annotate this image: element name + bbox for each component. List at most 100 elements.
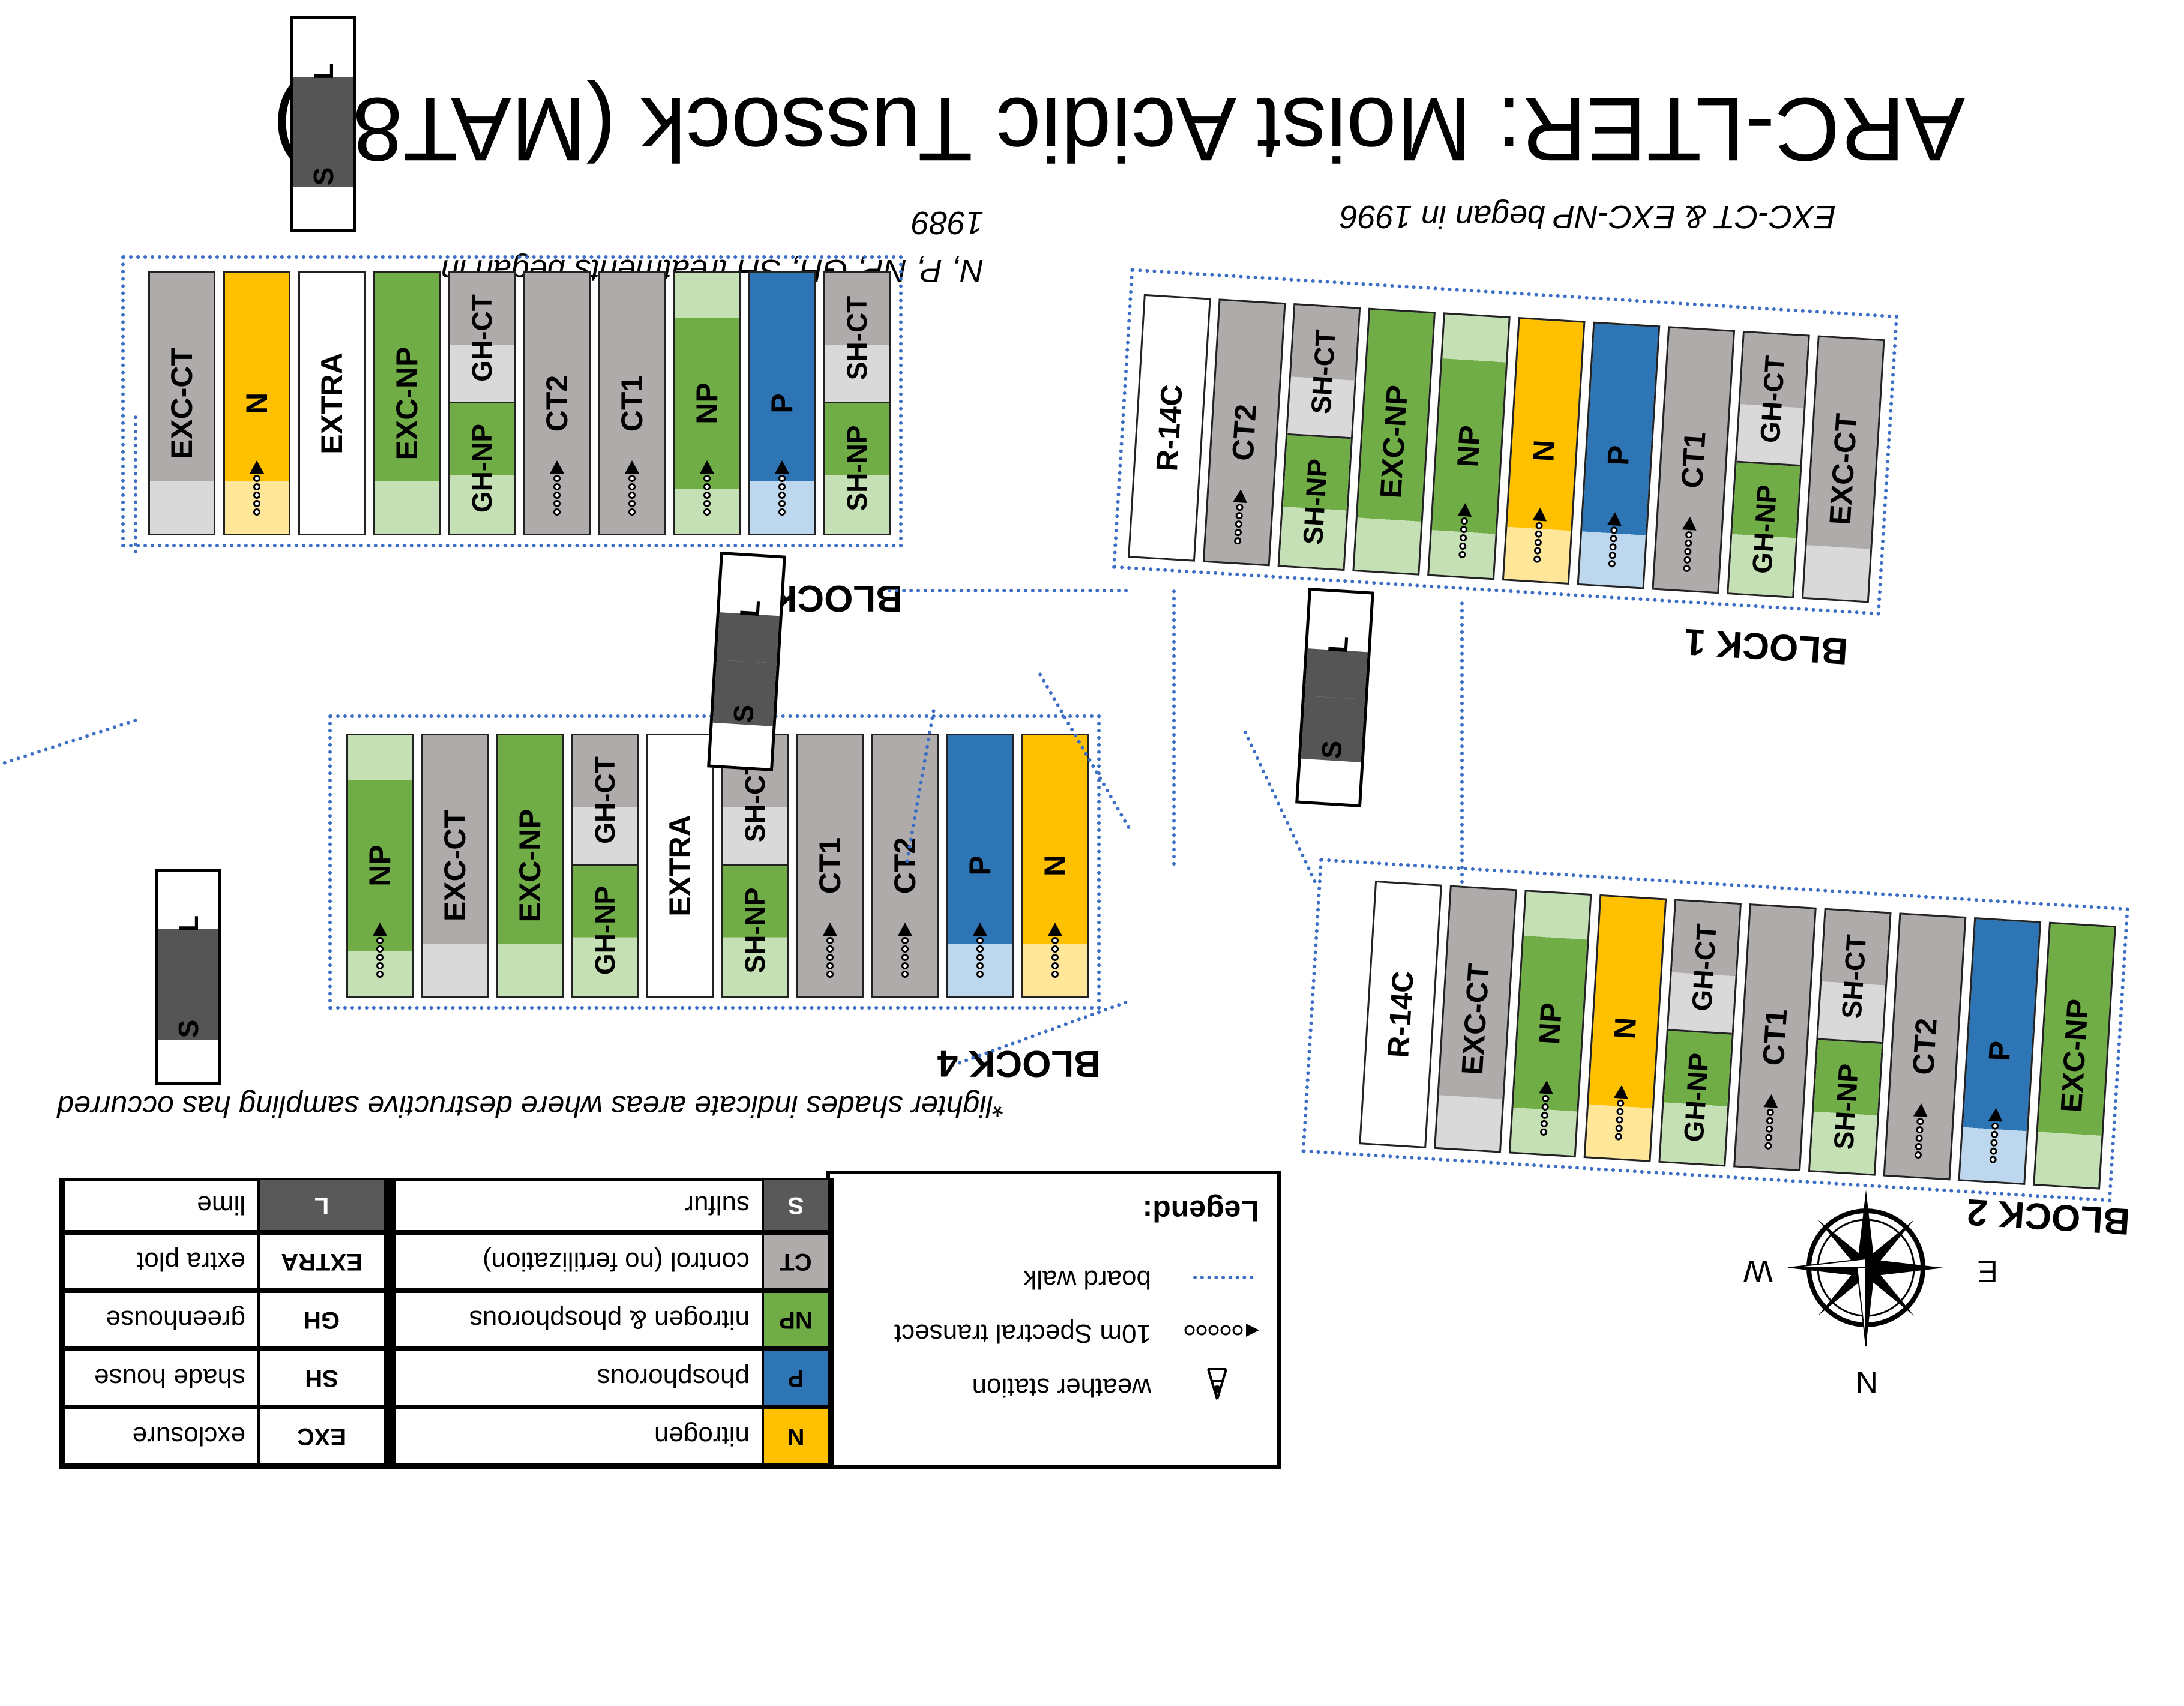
plot-label: NP xyxy=(363,845,397,887)
plot-sh-np-sh-ct: SH-NP SH-CT xyxy=(823,271,891,535)
plot-label: SH-NP xyxy=(739,887,771,974)
legend-row-l: L lime xyxy=(63,1178,386,1232)
sl-label-s: S xyxy=(727,704,760,725)
plot-label: GH-NP xyxy=(1677,1052,1715,1144)
plot-label: EXC-NP xyxy=(513,809,547,923)
plot-label: CT2 xyxy=(1226,403,1263,462)
plot-gh-np-gh-ct: GH-NP GH-CT xyxy=(1658,899,1742,1167)
plot-r-14c: R-14C xyxy=(1128,294,1211,562)
transect-arrow-icon xyxy=(250,460,264,516)
plot-label: CT1 xyxy=(813,837,847,894)
plot-ct1: CT1 xyxy=(598,271,666,535)
transect-arrow-icon xyxy=(1613,1084,1629,1141)
block-1: EXC-CT GH-NP GH-CT CT1 P N NP EXC-NP SH-NP SH-CT C… xyxy=(1112,268,1899,616)
plot-label: GH-CT xyxy=(589,756,621,845)
transect-arrow-icon xyxy=(1175,1321,1259,1339)
legend-code-n: N xyxy=(762,1409,828,1463)
plot-ct2: CT2 xyxy=(1883,912,1967,1181)
legend-row-gh: GH greenhouse xyxy=(63,1291,386,1349)
plot-np: NP xyxy=(673,271,741,535)
sl-label-l: L xyxy=(733,600,766,619)
block-1-label: BLOCK 1 xyxy=(1683,620,1849,672)
transect-arrow-icon xyxy=(373,923,387,978)
plot-p: P xyxy=(748,271,816,535)
legend-row-p: P phosphorous xyxy=(393,1349,830,1407)
plot-n: N xyxy=(223,271,290,535)
plot-label: P xyxy=(1601,444,1636,466)
plot-label: GH-NP xyxy=(1746,484,1783,575)
plot-exc-np: EXC-NP xyxy=(496,734,564,998)
plot-exc-ct: EXC-CT xyxy=(1434,885,1517,1153)
transect-arrow-icon xyxy=(625,460,639,516)
plot-label: EXTRA xyxy=(315,352,349,454)
sl-box-block1-left: S L xyxy=(1295,587,1374,808)
page-title: ARC-LTER: Moist Acidic Tussock (MAT89) xyxy=(272,79,1965,180)
legend-label-p: phosphorous xyxy=(597,1363,750,1393)
legend-label-gh: greenhouse xyxy=(106,1305,245,1335)
plot-ct1: CT1 xyxy=(1652,326,1736,594)
transect-arrow-icon xyxy=(823,923,837,978)
plot-label: GH-CT xyxy=(466,294,498,382)
weather-station-icon xyxy=(1202,1366,1232,1402)
sl-label-l: L xyxy=(1322,636,1355,655)
transect-arrow-icon xyxy=(1763,1094,1779,1150)
note-1996: EXC-CT & EXC-NP began in 1996 xyxy=(1340,199,1836,235)
sl-label-s: S xyxy=(173,1020,204,1038)
plot-label: CT2 xyxy=(888,837,922,894)
plot-label: R-14C xyxy=(1150,383,1189,472)
transect-arrow-icon xyxy=(1988,1108,2003,1164)
plot-label: N xyxy=(1038,854,1072,877)
plot-label: GH-NP xyxy=(589,886,621,975)
plot-label: NP xyxy=(1451,424,1487,468)
legend-code-exc: EXC xyxy=(257,1409,384,1463)
plot-label: NP xyxy=(1532,1001,1569,1046)
plot-exc-ct: EXC-CT xyxy=(148,271,215,535)
plot-label: R-14C xyxy=(1381,970,1420,1059)
legend-label-sh: shade house xyxy=(94,1363,245,1393)
sl-label-l: L xyxy=(173,915,204,933)
plot-r-14c: R-14C xyxy=(1359,880,1442,1148)
plot-label: N xyxy=(240,392,274,415)
plot-np: NP xyxy=(1427,312,1511,580)
plot-ct2: CT2 xyxy=(871,734,939,998)
legend-code-p: P xyxy=(762,1351,828,1405)
compass-west: W xyxy=(1743,1253,1773,1288)
plot-sh-np-sh-ct: SH-NP SH-CT xyxy=(1808,908,1892,1176)
plot-label: CT1 xyxy=(615,375,649,432)
legend-row-np: NP nitrogen & phosphorous xyxy=(393,1291,830,1349)
legend-weather-label: weather station xyxy=(972,1373,1151,1402)
plot-label: GH-CT xyxy=(1754,355,1791,444)
plot-label: SH-NP xyxy=(841,425,873,512)
legend-row-s: S sulfur xyxy=(393,1178,830,1232)
plot-label: N xyxy=(1607,1016,1643,1040)
legend-row-sh: SH shade house xyxy=(63,1349,386,1407)
legend-label-np: nitrogen & phosphorous xyxy=(469,1305,750,1335)
boardwalk-segment xyxy=(0,718,137,826)
transect-arrow-icon xyxy=(898,923,912,978)
plot-label: CT1 xyxy=(1674,430,1712,490)
legend-row-exc: EXC exclosure xyxy=(63,1407,386,1465)
plot-exc-np: EXC-NP xyxy=(373,271,441,535)
compass-east: E xyxy=(1977,1253,1998,1288)
plot-n: N xyxy=(1502,316,1586,585)
transect-arrow-icon xyxy=(973,923,987,978)
legend-symbols: Legend: board walk 10m Spectral transect… xyxy=(826,1171,1281,1469)
sl-label-s: S xyxy=(308,167,339,186)
legend-colored-table: N nitrogen P phosphorous NP nitrogen & p… xyxy=(390,1178,834,1469)
legend-code-sh: SH xyxy=(257,1351,384,1405)
plot-label: N xyxy=(1526,439,1562,463)
plot-label: SH-NP xyxy=(1296,458,1334,546)
plot-np: NP xyxy=(346,734,414,998)
plot-p: P xyxy=(1577,321,1661,589)
legend-label-ct: control (no fertilization) xyxy=(482,1247,750,1277)
boardwalk-segment xyxy=(133,415,137,553)
compass: N S E W xyxy=(1743,1142,1998,1399)
legend-code-gh: GH xyxy=(257,1293,384,1346)
plot-label: SH-NP xyxy=(1828,1063,1864,1151)
plot-label: EXC-NP xyxy=(390,346,424,460)
dotted-line-icon xyxy=(1193,1276,1253,1279)
legend-label-extra: extra plot xyxy=(137,1247,245,1277)
transect-arrow-icon xyxy=(1233,489,1248,545)
plot-ct2: CT2 xyxy=(523,271,591,535)
plot-label: P xyxy=(1982,1040,2017,1062)
